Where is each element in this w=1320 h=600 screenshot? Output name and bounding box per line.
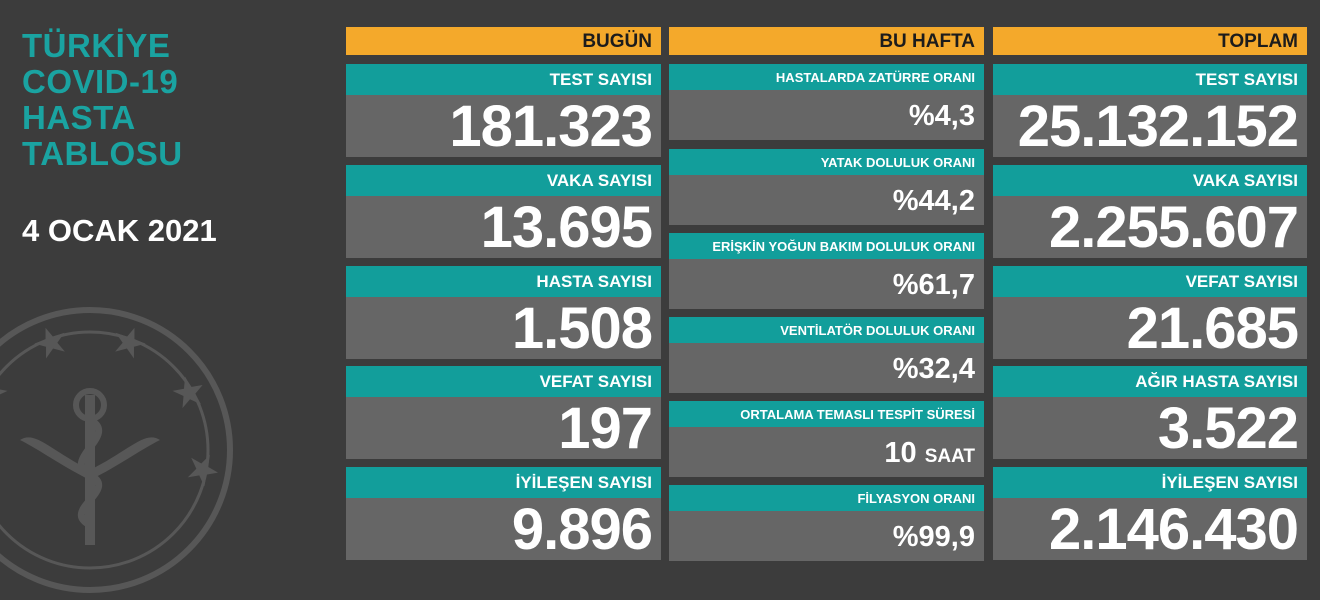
card-value: %61,7 — [669, 259, 984, 309]
total-severe-card: AĞIR HASTA SAYISI 3.522 — [993, 366, 1307, 459]
today-death-card: VEFAT SAYISI 197 — [346, 366, 661, 459]
card-label: VEFAT SAYISI — [346, 366, 661, 397]
week-header: BU HAFTA — [669, 27, 984, 55]
today-recovered-card: İYİLEŞEN SAYISI 9.896 — [346, 467, 661, 560]
card-label: VENTİLATÖR DOLULUK ORANI — [669, 317, 984, 343]
card-value: 10 SAAT — [669, 427, 984, 477]
week-ventilator-card: VENTİLATÖR DOLULUK ORANI %32,4 — [669, 317, 984, 393]
card-value: 181.323 — [346, 95, 661, 157]
card-value: 2.255.607 — [993, 196, 1307, 258]
card-label: TEST SAYISI — [993, 64, 1307, 95]
week-filiation-card: FİLYASYON ORANI %99,9 — [669, 485, 984, 561]
card-value: 9.896 — [346, 498, 661, 560]
page-title: TÜRKİYE COVID-19 HASTA TABLOSU — [22, 28, 183, 172]
week-icu-occupancy-card: ERİŞKİN YOĞUN BAKIM DOLULUK ORANI %61,7 — [669, 233, 984, 309]
card-label: ERİŞKİN YOĞUN BAKIM DOLULUK ORANI — [669, 233, 984, 259]
title-line: COVID-19 — [22, 63, 179, 100]
card-value: %32,4 — [669, 343, 984, 393]
ministry-of-health-emblem-icon — [0, 307, 233, 593]
card-value: 2.146.430 — [993, 498, 1307, 560]
card-value: 21.685 — [993, 297, 1307, 359]
total-case-card: VAKA SAYISI 2.255.607 — [993, 165, 1307, 258]
card-label: AĞIR HASTA SAYISI — [993, 366, 1307, 397]
title-line: TABLOSU — [22, 135, 183, 172]
card-value: 1.508 — [346, 297, 661, 359]
card-label: YATAK DOLULUK ORANI — [669, 149, 984, 175]
report-date: 4 OCAK 2021 — [22, 213, 217, 248]
card-value: %99,9 — [669, 511, 984, 561]
total-header: TOPLAM — [993, 27, 1307, 55]
card-label: TEST SAYISI — [346, 64, 661, 95]
total-death-card: VEFAT SAYISI 21.685 — [993, 266, 1307, 359]
today-test-card: TEST SAYISI 181.323 — [346, 64, 661, 157]
contact-time-value: 10 — [884, 437, 917, 469]
week-pneumonia-card: HASTALARDA ZATÜRRE ORANI %4,3 — [669, 64, 984, 140]
card-label: İYİLEŞEN SAYISI — [346, 467, 661, 498]
card-value: 3.522 — [993, 397, 1307, 459]
card-label: VEFAT SAYISI — [993, 266, 1307, 297]
card-value: %44,2 — [669, 175, 984, 225]
card-value: 197 — [346, 397, 661, 459]
total-test-card: TEST SAYISI 25.132.152 — [993, 64, 1307, 157]
card-label: FİLYASYON ORANI — [669, 485, 984, 511]
today-case-card: VAKA SAYISI 13.695 — [346, 165, 661, 258]
card-label: HASTALARDA ZATÜRRE ORANI — [669, 64, 984, 90]
week-bed-occupancy-card: YATAK DOLULUK ORANI %44,2 — [669, 149, 984, 225]
card-value: 25.132.152 — [993, 95, 1307, 157]
title-line: TÜRKİYE — [22, 27, 171, 64]
card-label: ORTALAMA TEMASLI TESPİT SÜRESİ — [669, 401, 984, 427]
card-label: İYİLEŞEN SAYISI — [993, 467, 1307, 498]
total-recovered-card: İYİLEŞEN SAYISI 2.146.430 — [993, 467, 1307, 560]
title-line: HASTA — [22, 99, 136, 136]
today-header: BUGÜN — [346, 27, 661, 55]
card-label: VAKA SAYISI — [993, 165, 1307, 196]
contact-time-unit: SAAT — [924, 446, 975, 467]
week-contact-time-card: ORTALAMA TEMASLI TESPİT SÜRESİ 10 SAAT — [669, 401, 984, 477]
week-column: BU HAFTA HASTALARDA ZATÜRRE ORANI %4,3 Y… — [669, 27, 984, 562]
card-label: VAKA SAYISI — [346, 165, 661, 196]
card-label: HASTA SAYISI — [346, 266, 661, 297]
card-value: 13.695 — [346, 196, 661, 258]
total-column: TOPLAM TEST SAYISI 25.132.152 VAKA SAYIS… — [993, 27, 1307, 562]
card-value: %4,3 — [669, 90, 984, 140]
today-column: BUGÜN TEST SAYISI 181.323 VAKA SAYISI 13… — [346, 27, 661, 562]
today-patient-card: HASTA SAYISI 1.508 — [346, 266, 661, 359]
